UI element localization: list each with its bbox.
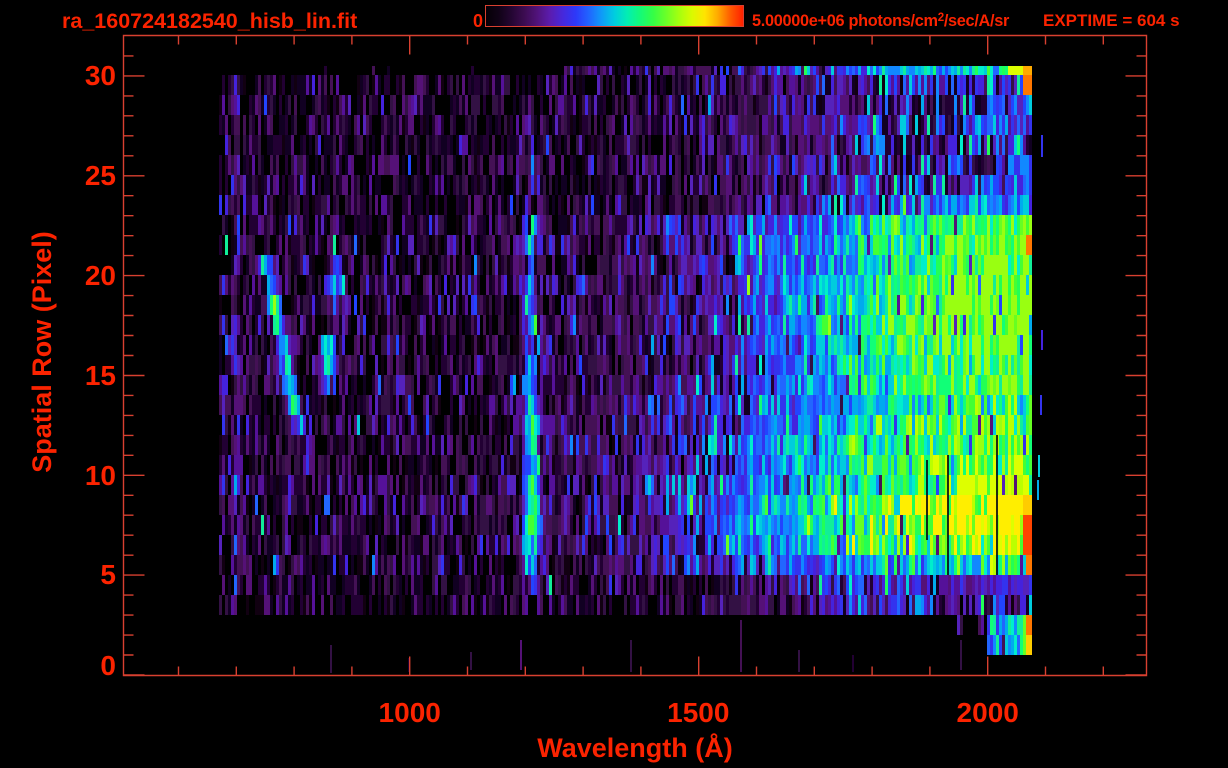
svg-text:1000: 1000 <box>379 697 441 728</box>
svg-text:Spatial Row (Pixel): Spatial Row (Pixel) <box>27 231 57 473</box>
svg-text:1500: 1500 <box>667 697 729 728</box>
svg-text:0: 0 <box>100 650 116 681</box>
svg-text:30: 30 <box>85 60 116 91</box>
svg-text:5.00000e+06 photons/cm2/sec/A/: 5.00000e+06 photons/cm2/sec/A/sr <box>752 12 1010 30</box>
svg-text:2000: 2000 <box>957 697 1019 728</box>
svg-text:EXPTIME = 604 s: EXPTIME = 604 s <box>1043 11 1180 30</box>
svg-text:5: 5 <box>100 559 116 590</box>
svg-text:15: 15 <box>85 360 116 391</box>
svg-text:25: 25 <box>85 160 116 191</box>
svg-text:ra_160724182540_hisb_lin.fit: ra_160724182540_hisb_lin.fit <box>62 9 357 33</box>
svg-text:20: 20 <box>85 260 116 291</box>
svg-text:Wavelength (Å): Wavelength (Å) <box>537 732 733 763</box>
svg-text:10: 10 <box>85 460 116 491</box>
svg-text:0: 0 <box>473 11 483 31</box>
